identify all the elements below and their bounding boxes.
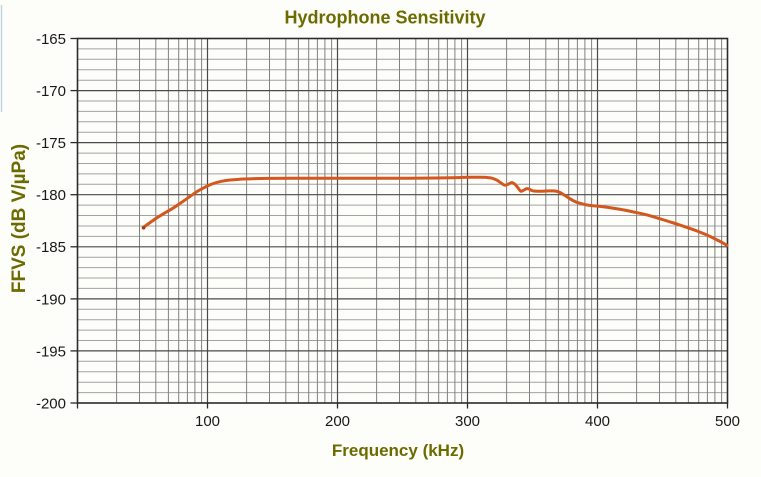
svg-text:-180: -180 xyxy=(36,187,66,204)
svg-text:-190: -190 xyxy=(36,291,66,308)
svg-text:Frequency (kHz): Frequency (kHz) xyxy=(332,441,464,460)
svg-text:-175: -175 xyxy=(36,135,66,152)
svg-text:100: 100 xyxy=(195,413,220,430)
svg-text:-165: -165 xyxy=(36,31,66,48)
svg-text:200: 200 xyxy=(325,413,350,430)
svg-text:FFVS (dB V/µPa): FFVS (dB V/µPa) xyxy=(9,144,30,293)
svg-text:Hydrophone Sensitivity: Hydrophone Sensitivity xyxy=(284,8,485,28)
svg-text:-195: -195 xyxy=(36,343,66,360)
svg-text:-185: -185 xyxy=(36,239,66,256)
svg-text:-170: -170 xyxy=(36,83,66,100)
svg-text:500: 500 xyxy=(715,413,740,430)
svg-text:-200: -200 xyxy=(36,395,66,412)
svg-text:400: 400 xyxy=(585,413,610,430)
svg-text:300: 300 xyxy=(455,413,480,430)
